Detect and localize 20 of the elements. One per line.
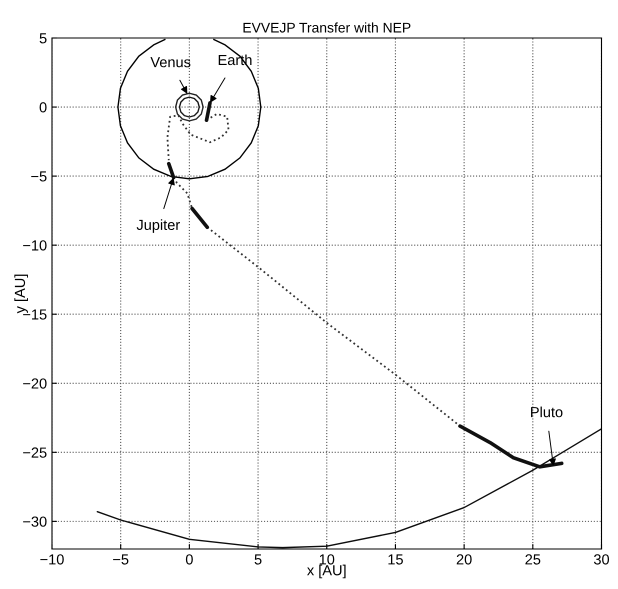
y-tick-label: −5: [31, 171, 47, 182]
annotation: Pluto: [531, 406, 562, 418]
y-tick-label: −20: [23, 378, 47, 389]
annotation: Jupiter: [136, 219, 180, 233]
y-tick-label: 5: [40, 33, 47, 44]
x-tick-label: −5: [113, 554, 128, 565]
x-axis-title: x [AU]: [307, 564, 346, 578]
x-tick-label: 20: [456, 554, 472, 565]
chart-title: EVVEJP Transfer with NEP: [243, 22, 410, 33]
x-tick-label: 15: [388, 554, 403, 565]
y-tick-label: −30: [23, 516, 47, 527]
y-tick-label: −25: [23, 447, 47, 458]
x-tick-label: 30: [594, 554, 610, 565]
annotation: Venus: [150, 57, 190, 68]
x-tick-label: 25: [525, 554, 540, 565]
y-tick-label: −10: [23, 240, 47, 251]
x-tick-label: 5: [254, 554, 262, 565]
x-tick-label: 10: [320, 554, 334, 565]
x-tick-label: 0: [186, 554, 193, 565]
y-tick-label: 0: [40, 102, 47, 112]
